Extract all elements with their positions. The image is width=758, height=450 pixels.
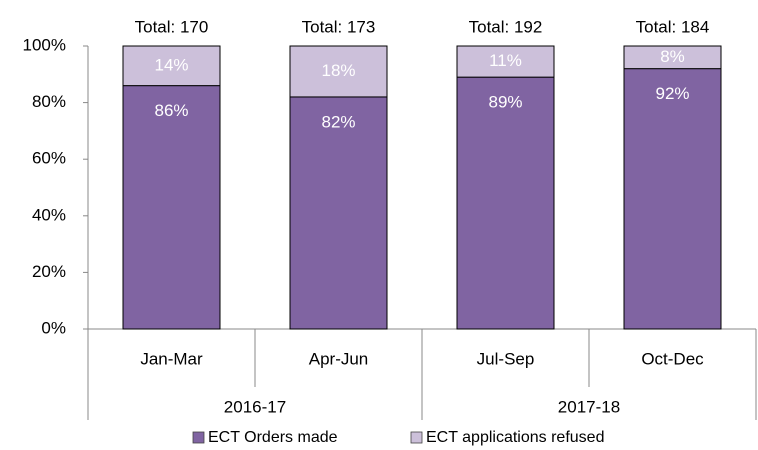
value-label: 18%	[321, 61, 355, 80]
total-label: Total: 192	[469, 17, 543, 36]
total-label: Total: 170	[135, 17, 209, 36]
bar-segment	[122, 85, 221, 330]
bar-segment	[289, 45, 388, 98]
bar-segment	[289, 96, 388, 330]
value-label: 14%	[154, 55, 188, 74]
value-label: 86%	[154, 101, 188, 120]
group-label: 2017-18	[558, 397, 620, 416]
legend-swatch	[192, 431, 205, 444]
y-tick-label: 80%	[32, 92, 66, 111]
x-tick-label: Jul-Sep	[477, 349, 535, 368]
y-tick-label: 0%	[41, 318, 66, 337]
bar-segment	[456, 45, 555, 78]
x-tick-label: Apr-Jun	[309, 349, 369, 368]
legend-label: ECT applications refused	[426, 429, 604, 446]
x-tick-label: Jan-Mar	[140, 349, 203, 368]
legend-swatch	[410, 431, 423, 444]
bar-segment	[122, 45, 221, 87]
value-label: 92%	[655, 84, 689, 103]
legend-label: ECT Orders made	[208, 429, 338, 446]
value-label: 8%	[660, 47, 685, 66]
y-tick-label: 20%	[32, 262, 66, 281]
bar-segment	[456, 76, 555, 330]
y-tick-label: 60%	[32, 149, 66, 168]
x-tick-label: Oct-Dec	[641, 349, 704, 368]
y-tick-label: 100%	[23, 35, 66, 54]
group-label: 2016-17	[224, 397, 286, 416]
bar-segment	[623, 68, 722, 330]
total-label: Total: 173	[302, 17, 376, 36]
value-label: 11%	[489, 51, 522, 70]
total-label: Total: 184	[636, 17, 710, 36]
bar-segment	[623, 45, 722, 70]
value-label: 89%	[488, 93, 522, 112]
value-label: 82%	[321, 112, 355, 131]
y-tick-label: 40%	[32, 205, 66, 224]
